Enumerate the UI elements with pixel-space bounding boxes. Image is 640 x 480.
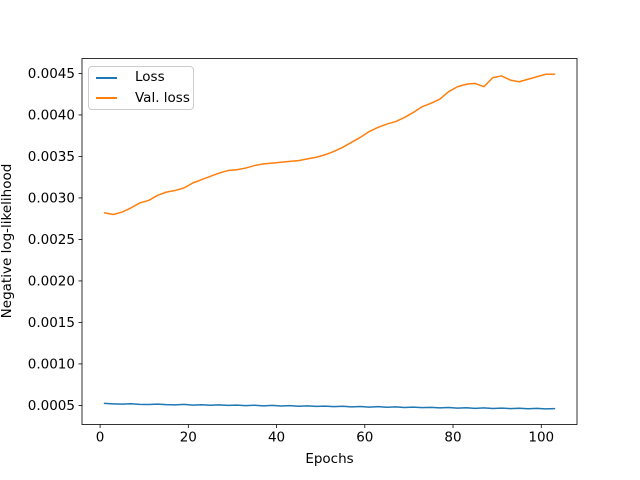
y-tick-label: 0.0035 bbox=[28, 149, 75, 165]
x-tick-label: 60 bbox=[356, 430, 373, 446]
series-line-loss bbox=[103, 402, 556, 410]
y-tick-label: 0.0025 bbox=[28, 232, 75, 248]
legend: Loss Val. loss bbox=[88, 66, 194, 110]
plot-border bbox=[81, 58, 578, 425]
series-line-val-loss bbox=[103, 73, 556, 216]
y-tick-label: 0.0015 bbox=[28, 315, 75, 331]
y-tick-label: 0.0040 bbox=[28, 107, 75, 123]
x-tick-label: 20 bbox=[180, 430, 197, 446]
legend-item: Loss bbox=[89, 68, 193, 88]
x-axis-label: Epochs bbox=[305, 451, 354, 467]
x-tick-label: 40 bbox=[268, 430, 285, 446]
x-tick-label: 100 bbox=[528, 430, 554, 446]
legend-line-swatch bbox=[96, 76, 117, 79]
legend-label: Val. loss bbox=[135, 89, 190, 106]
y-tick-label: 0.0010 bbox=[28, 356, 75, 372]
legend-line-swatch bbox=[96, 97, 117, 100]
y-tick-label: 0.0005 bbox=[28, 398, 75, 414]
legend-item: Val. loss bbox=[89, 88, 193, 108]
x-tick-label: 80 bbox=[444, 430, 461, 446]
y-tick-label: 0.0030 bbox=[28, 190, 75, 206]
y-tick-label: 0.0020 bbox=[28, 273, 75, 289]
y-axis-label: Negative log-likelihood bbox=[0, 163, 15, 319]
x-tick-label: 0 bbox=[96, 430, 105, 446]
y-tick-label: 0.0045 bbox=[28, 66, 75, 82]
legend-label: Loss bbox=[135, 68, 165, 85]
